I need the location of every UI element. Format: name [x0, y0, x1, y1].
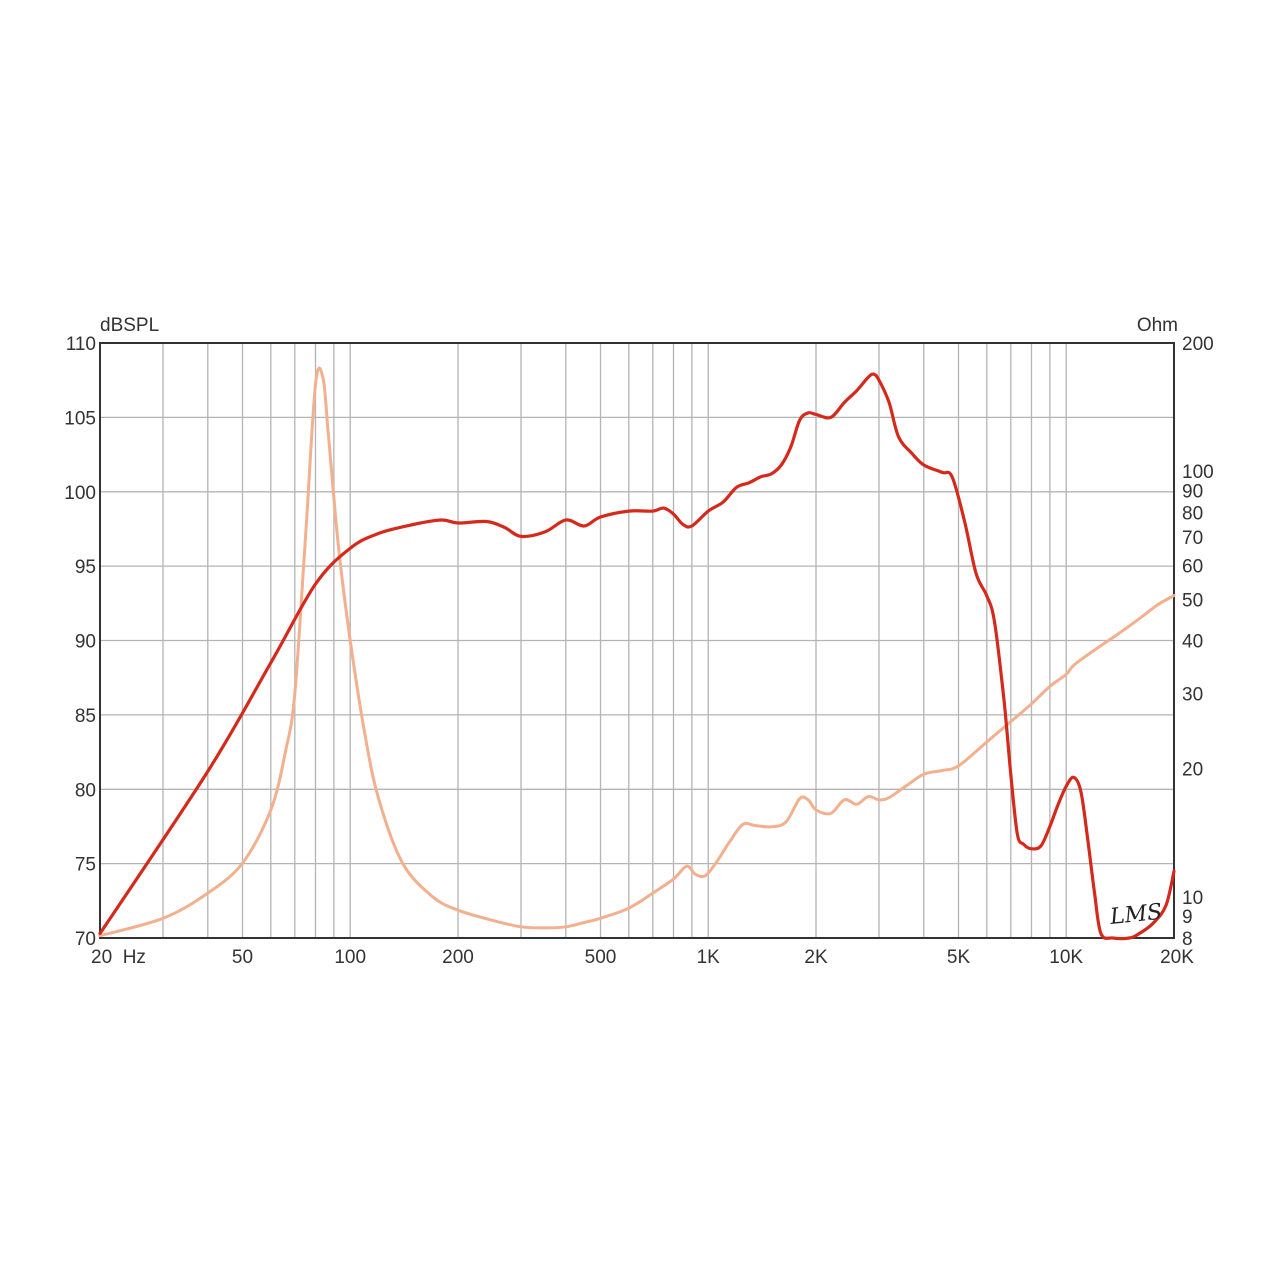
- x-tick-label: 2K: [804, 947, 828, 968]
- left-tick-label: 100: [64, 483, 96, 504]
- horizontal-gridlines: [100, 416, 1174, 865]
- right-tick-label: 200: [1182, 334, 1214, 355]
- left-tick-label: 105: [64, 408, 96, 429]
- left-tick-label: 110: [66, 334, 96, 355]
- x-tick-label: 20K: [1160, 947, 1194, 968]
- right-tick-label: 50: [1182, 590, 1203, 611]
- spl-curve: [98, 372, 1176, 941]
- plot-frame: [99, 342, 1175, 939]
- right-tick-label: 9: [1182, 907, 1193, 928]
- left-tick-label: 85: [75, 706, 96, 727]
- left-tick-label: 95: [75, 557, 96, 578]
- right-tick-label: 20: [1182, 760, 1203, 781]
- x-tick-label: 10K: [1049, 947, 1083, 968]
- left-axis-label: dBSPL: [100, 315, 159, 336]
- right-tick-label: 100: [1182, 462, 1214, 483]
- left-axis-tick-labels: 70 75 80 85 90 95 100 105 110: [64, 334, 96, 950]
- right-tick-label: 70: [1182, 528, 1203, 549]
- right-tick-label: 60: [1182, 557, 1203, 578]
- lms-logo: LMS: [1108, 900, 1164, 930]
- impedance-curve: [98, 366, 1176, 938]
- series-layer: [98, 366, 1176, 941]
- left-tick-label: 75: [75, 855, 96, 876]
- x-tick-label: 500: [585, 947, 617, 968]
- left-tick-label: 90: [75, 632, 96, 653]
- right-tick-label: 90: [1182, 482, 1203, 503]
- x-tick-label: 1K: [697, 947, 721, 968]
- right-tick-label: 30: [1182, 685, 1203, 706]
- left-tick-label: 70: [75, 929, 96, 950]
- right-tick-label: 80: [1182, 503, 1203, 524]
- x-tick-label: 200: [442, 947, 474, 968]
- right-tick-label: 10: [1182, 888, 1203, 909]
- x-tick-label: 50: [232, 947, 253, 968]
- x-tick-label: 20 Hz: [91, 947, 146, 968]
- right-tick-label: 40: [1182, 632, 1203, 653]
- right-axis-label: Ohm: [1137, 315, 1178, 336]
- x-tick-label: 5K: [947, 947, 971, 968]
- right-tick-label: 8: [1182, 929, 1193, 950]
- x-tick-label: 100: [334, 947, 366, 968]
- left-tick-label: 80: [75, 780, 96, 801]
- x-tick-labels: 20 Hz 50 100 200 500 1K 2K 5K 10K 20K: [91, 947, 1194, 968]
